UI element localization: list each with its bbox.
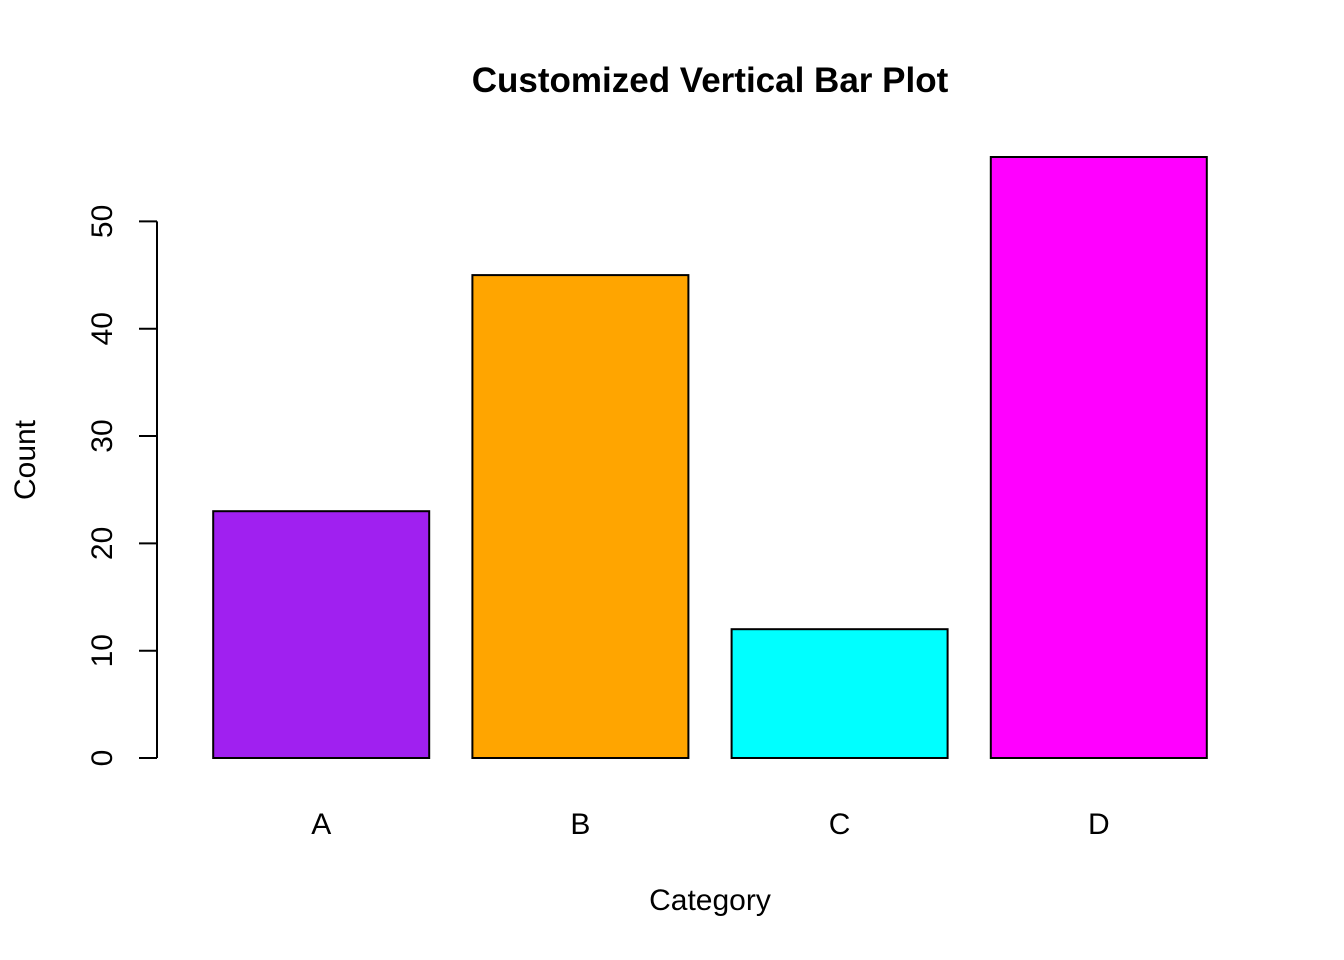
y-tick-label-0: 0 xyxy=(86,750,119,767)
bar-a xyxy=(212,510,431,760)
y-tick-label-10: 10 xyxy=(86,634,119,667)
bars-group xyxy=(212,156,1208,760)
bar-c xyxy=(730,628,949,760)
y-tick-label-30: 30 xyxy=(86,419,119,452)
y-axis-label: Count xyxy=(9,419,42,500)
y-axis-ticks: 0 10 20 30 40 50 xyxy=(86,205,157,767)
bar-b xyxy=(471,274,690,759)
x-tick-label-a: A xyxy=(311,808,331,841)
x-tick-label-d: D xyxy=(1088,808,1110,841)
bar-d xyxy=(989,156,1208,759)
x-tick-label-b: B xyxy=(570,808,590,841)
y-tick-label-40: 40 xyxy=(86,312,119,345)
x-tick-label-c: C xyxy=(829,808,851,841)
y-tick-label-20: 20 xyxy=(86,527,119,560)
x-axis-tick-labels: A B C D xyxy=(311,808,1109,841)
chart-title: Customized Vertical Bar Plot xyxy=(472,61,949,100)
y-tick-label-50: 50 xyxy=(86,205,119,238)
x-axis-label: Category xyxy=(649,884,771,917)
